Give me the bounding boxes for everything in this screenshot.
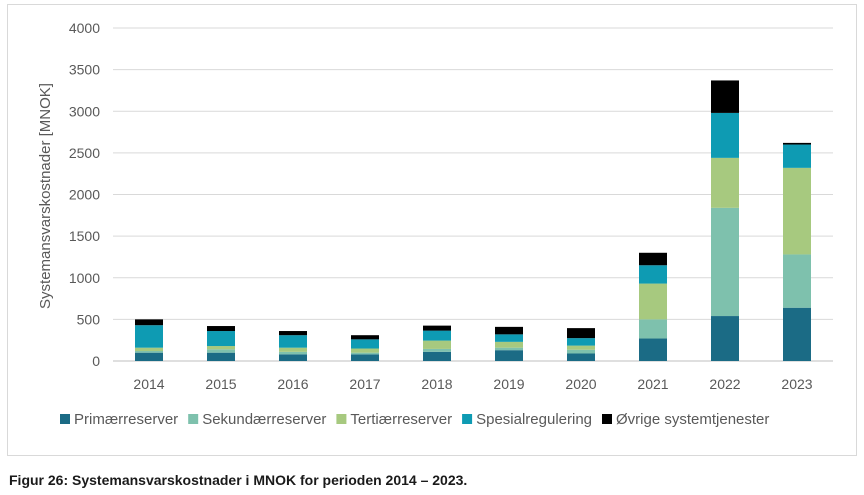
bar-segment: [135, 352, 163, 361]
bar-segment: [351, 348, 379, 353]
x-tick-label: 2023: [781, 376, 812, 392]
legend-label: Sekundærreserver: [202, 411, 326, 428]
bar-segment: [639, 283, 667, 320]
x-tick-label: 2016: [277, 376, 308, 392]
bar-segment: [567, 328, 595, 339]
bar-segment: [207, 352, 235, 361]
bars: [135, 80, 811, 361]
bar-segment: [711, 80, 739, 113]
bar-segment: [567, 345, 595, 350]
bar-segment: [639, 265, 667, 284]
bar-segment: [783, 167, 811, 255]
bar-segment: [423, 348, 451, 352]
bar-segment: [423, 351, 451, 361]
bar-segment: [495, 350, 523, 361]
x-tick-label: 2019: [493, 376, 524, 392]
bar-segment: [423, 330, 451, 341]
x-tick-label: 2014: [133, 376, 164, 392]
bar-segment: [279, 335, 307, 348]
bar-segment: [279, 347, 307, 352]
bar-segment: [711, 207, 739, 317]
bar-segment: [783, 144, 811, 168]
bar-segment: [135, 347, 163, 352]
bar-segment: [207, 349, 235, 353]
bar-segment: [495, 334, 523, 342]
bar-segment: [711, 112, 739, 158]
bar-segment: [423, 325, 451, 331]
bar-segment: [135, 351, 163, 353]
bar-segment: [423, 340, 451, 349]
legend-label: Øvrige systemtjenester: [616, 411, 769, 428]
bar-segment: [639, 252, 667, 266]
bar-segment: [135, 325, 163, 348]
x-tick-label: 2020: [565, 376, 596, 392]
y-tick-label: 1000: [69, 270, 100, 286]
x-tick-label: 2018: [421, 376, 452, 392]
legend-swatch: [602, 414, 612, 424]
bar-segment: [495, 326, 523, 335]
legend-swatch: [462, 414, 473, 424]
x-tick-label: 2015: [205, 376, 236, 392]
y-tick-label: 3000: [69, 103, 100, 119]
bar-segment: [639, 319, 667, 339]
bar-segment: [495, 347, 523, 351]
legend-swatch: [336, 414, 347, 424]
bar-segment: [567, 349, 595, 354]
bar-segment: [351, 335, 379, 340]
bar-segment: [783, 254, 811, 308]
figure-caption: Figur 26: Systemansvarskostnader i MNOK …: [9, 472, 468, 488]
bar-segment: [135, 319, 163, 326]
bar-segment: [783, 142, 811, 145]
legend: Primærreserver Sekundærreserver Tertiærres…: [60, 411, 769, 428]
x-tick-label: 2021: [637, 376, 668, 392]
bar-segment: [207, 331, 235, 347]
x-tick-label: 2017: [349, 376, 380, 392]
bar-segment: [279, 354, 307, 361]
y-tick-label: 2500: [69, 145, 100, 161]
y-tick-label: 3500: [69, 62, 100, 78]
legend-swatch: [60, 414, 70, 424]
y-tick-label: 4000: [69, 20, 100, 36]
y-tick-label: 0: [92, 353, 100, 369]
x-axis-ticks: 2014 2015 2016 2017 2018 2019 2020 2021 2022 2023: [133, 376, 812, 392]
bar-segment: [639, 338, 667, 361]
y-tick-label: 2000: [69, 187, 100, 203]
bar-segment: [279, 331, 307, 336]
legend-swatch: [188, 414, 199, 424]
legend-label: Spesialregulering: [476, 411, 592, 428]
bar-segment: [495, 341, 523, 348]
y-axis-ticks: 0 500 1000 1500 2000 2500 3000 3500 4000: [69, 20, 100, 369]
bar-segment: [711, 316, 739, 361]
bar-segment: [783, 307, 811, 361]
bar-segment: [207, 326, 235, 332]
y-axis-title: Systemansvarskostnader [MNOK]: [37, 83, 54, 309]
bar-segment: [711, 157, 739, 208]
legend-label: Tertiærreserver: [350, 411, 452, 428]
bar-segment: [351, 352, 379, 355]
x-tick-label: 2022: [709, 376, 740, 392]
bar-segment: [567, 353, 595, 361]
bar-segment: [351, 354, 379, 361]
legend-label: Primærreserver: [74, 411, 178, 428]
y-tick-label: 500: [77, 311, 101, 327]
bar-segment: [567, 338, 595, 346]
bar-segment: [279, 351, 307, 355]
bar-segment: [207, 346, 235, 350]
bar-segment: [351, 339, 379, 349]
y-tick-label: 1500: [69, 228, 100, 244]
